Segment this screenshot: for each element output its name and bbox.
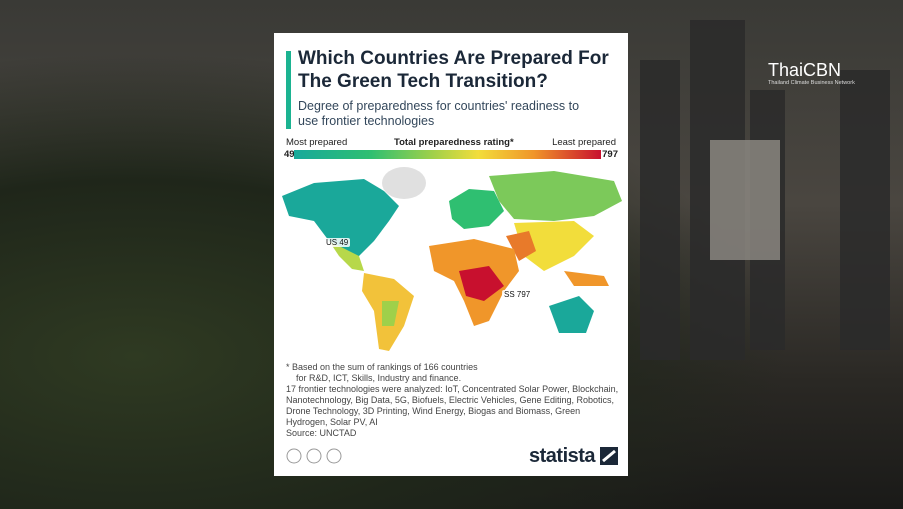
southeast-asia — [564, 271, 609, 286]
scale-low-label: Most prepared — [286, 137, 348, 148]
logo: statista — [529, 445, 596, 467]
building — [710, 140, 780, 260]
building — [640, 60, 680, 360]
license-icons — [286, 448, 342, 464]
logo-mark — [600, 447, 618, 465]
footnote: * Based on the sum of rankings of 166 co… — [286, 362, 478, 372]
color-scale — [294, 150, 601, 159]
subtitle: Degree of preparedness for countries' re… — [298, 99, 580, 128]
scale-max: 797 — [602, 149, 618, 160]
country-code: SS — [504, 290, 515, 299]
country-value: 49 — [339, 238, 349, 247]
title: Which Countries Are Prepared For The Gre… — [298, 48, 609, 92]
central-africa — [459, 266, 504, 301]
country-marker: US 49 — [324, 238, 351, 247]
infographic-card: Which Countries Are Prepared For The Gre… — [274, 33, 628, 476]
australia — [549, 296, 594, 333]
source: Source: UNCTAD — [286, 428, 357, 438]
scale-min: 49 — [284, 149, 295, 160]
accent-bar — [286, 51, 291, 129]
russia — [489, 171, 622, 221]
brand-tagline: Thailand Climate Business Network — [768, 80, 855, 86]
brazil — [382, 301, 399, 326]
country-marker: SS 797 — [502, 290, 533, 299]
world-map — [282, 167, 622, 351]
building — [840, 70, 890, 350]
scale-high-label: Least prepared — [552, 137, 616, 148]
middle-east — [506, 231, 536, 261]
footnote: 17 frontier technologies were analyzed: … — [286, 384, 619, 427]
asia — [514, 221, 594, 271]
central-america — [329, 241, 364, 271]
icon — [286, 448, 302, 464]
icon — [306, 448, 322, 464]
country-code: US — [326, 238, 338, 247]
icon — [326, 448, 342, 464]
brand: ThaiCBN — [768, 60, 842, 80]
footnote: for R&D, ICT, Skills, Industry and finan… — [296, 373, 462, 383]
country-value: 797 — [516, 290, 531, 299]
north-america — [282, 179, 399, 256]
logo-stroke — [602, 449, 616, 463]
europe — [449, 189, 504, 229]
scale-title: Total preparedness rating* — [394, 137, 514, 148]
footnotes: * Based on the sum of rankings of 166 co… — [286, 362, 620, 439]
greenland — [382, 167, 426, 199]
